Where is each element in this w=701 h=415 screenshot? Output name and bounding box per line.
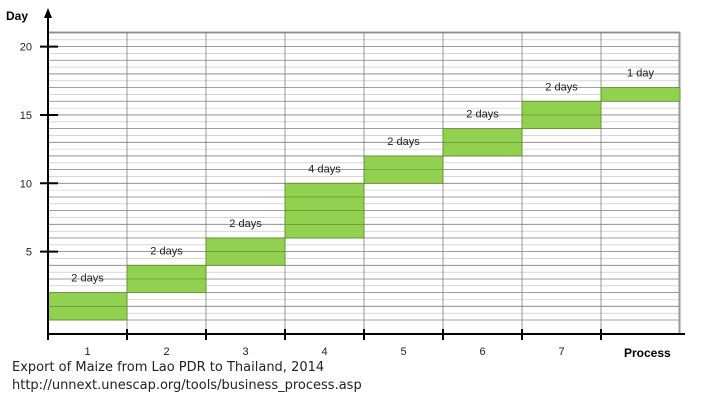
y-axis-arrow-icon — [44, 8, 52, 18]
data-label-process-4: 4 days — [308, 163, 341, 175]
data-label-process-5: 2 days — [387, 136, 420, 148]
bars-group — [47, 87, 681, 321]
axes-group — [40, 8, 685, 340]
data-label-process-6: 2 days — [466, 109, 499, 121]
caption-source-url: http://unnext.unescap.org/tools/business… — [12, 378, 362, 393]
caption-title: Export of Maize from Lao PDR to Thailand… — [12, 360, 325, 375]
labels-group: 2 days 2 days 2 days 4 days 2 days 2 days 2 da… — [20, 42, 655, 358]
x-tick-label: 4 — [321, 346, 327, 358]
data-label-process-3: 2 days — [229, 218, 262, 230]
x-tick-label: 2 — [163, 346, 169, 358]
y-tick-label: 10 — [20, 178, 32, 190]
x-tick-label: 5 — [400, 346, 406, 358]
y-axis-label: Day — [6, 9, 28, 23]
x-tick-label: 3 — [242, 346, 248, 358]
x-tick-label: 7 — [558, 346, 564, 358]
y-tick-label: 5 — [26, 247, 32, 259]
data-label-process-2: 2 days — [150, 245, 183, 257]
x-tick-label: 6 — [479, 346, 485, 358]
data-label-process-1: 2 days — [71, 273, 104, 285]
data-label-process-8: 1 day — [627, 68, 654, 80]
y-tick-label: 15 — [20, 110, 32, 122]
x-axis-label: Process — [624, 346, 671, 360]
bar-process-8 — [600, 87, 681, 102]
y-tick-label: 20 — [20, 42, 32, 54]
data-label-process-7: 2 days — [545, 81, 578, 93]
x-tick-label: 1 — [84, 346, 90, 358]
